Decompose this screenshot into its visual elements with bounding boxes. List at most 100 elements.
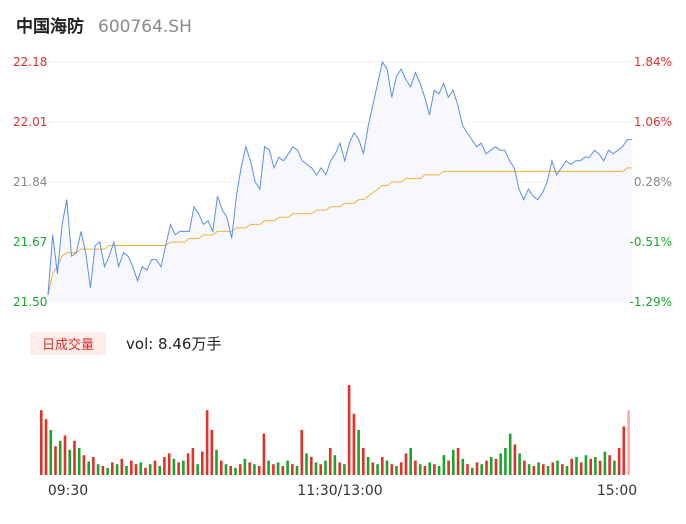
volume-bar: [371, 462, 375, 475]
volume-bar: [153, 460, 157, 475]
volume-bar: [575, 457, 578, 475]
volume-bar: [49, 430, 53, 475]
volume-bar: [319, 464, 322, 475]
volume-bar: [54, 446, 57, 475]
volume-bar: [40, 410, 43, 475]
volume-bar: [395, 466, 398, 475]
volume-bar: [456, 448, 460, 475]
volume-bar: [613, 460, 616, 475]
volume-bar: [404, 453, 408, 475]
x-axis: 09:30 11:30/13:00 15:00: [48, 483, 637, 499]
volume-header: 日成交量 vol: 8.46万手: [30, 332, 221, 355]
volume-bar: [276, 462, 280, 475]
volume-bar: [527, 464, 531, 475]
volume-bar: [257, 466, 261, 475]
volume-bar: [551, 462, 555, 475]
volume-bar: [229, 466, 232, 475]
average-price-line: [47, 167, 632, 296]
volume-bar: [537, 462, 540, 475]
volume-bar: [518, 453, 521, 475]
volume-bar: [570, 458, 573, 475]
volume-bar: [385, 460, 389, 475]
stock-header: 中国海防 600764.SH: [16, 12, 192, 40]
volume-bar: [324, 460, 327, 475]
volume-bar: [494, 458, 498, 475]
volume-bar: [191, 448, 195, 475]
volume-bar: [243, 458, 247, 475]
volume-bar: [485, 460, 488, 475]
y-tick-right: 0.28%: [634, 175, 672, 189]
volume-bar: [111, 462, 114, 475]
volume-bar: [96, 464, 100, 475]
volume-bar: [234, 467, 237, 475]
volume-bar: [357, 430, 360, 475]
volume-bar: [201, 451, 204, 475]
y-tick-left: 21.67: [13, 235, 47, 249]
volume-bar: [63, 435, 67, 475]
volume-bar: [333, 455, 337, 475]
volume-bar: [347, 385, 351, 475]
volume-bar: [508, 433, 512, 475]
volume-bar: [267, 460, 270, 475]
volume-bar: [409, 448, 412, 475]
y-tick-left: 21.84: [13, 175, 47, 189]
volume-bar: [262, 433, 266, 475]
volume-bar: [286, 460, 289, 475]
volume-bar: [437, 466, 441, 475]
volume-bar: [177, 462, 180, 475]
y-tick-right: 1.84%: [634, 55, 672, 69]
volume-bar: [328, 448, 332, 475]
volume-bar: [598, 460, 602, 475]
y-tick-right: 1.06%: [634, 115, 672, 129]
volume-bar: [433, 464, 436, 475]
volume-bar: [362, 448, 365, 475]
volume-bar: [134, 464, 138, 475]
volume-bar: [253, 464, 256, 475]
volume-bar: [68, 449, 71, 475]
volume-bar: [44, 419, 48, 475]
volume-bar: [210, 430, 214, 475]
price-line: [47, 60, 632, 295]
volume-bar: [92, 457, 95, 475]
volume-bar: [579, 462, 583, 475]
right-y-axis: 1.84% 1.06% 0.28% -0.51% -1.29%: [630, 55, 672, 309]
volume-bar: [314, 462, 318, 475]
volume-bar: [163, 457, 166, 475]
volume-bar: [584, 455, 588, 475]
volume-bar: [77, 448, 81, 475]
volume-bar: [504, 448, 507, 475]
volume-value: vol: 8.46万手: [126, 335, 222, 353]
volume-bar: [466, 464, 469, 475]
volume-bar: [428, 462, 431, 475]
volume-bar: [139, 462, 143, 475]
volume-tab[interactable]: 日成交量: [30, 332, 107, 355]
volume-bar: [471, 467, 474, 475]
volume-bar: [603, 451, 607, 475]
volume-bar: [414, 460, 417, 475]
volume-bar: [447, 460, 450, 475]
volume-bar: [101, 466, 105, 475]
volume-bar: [532, 466, 536, 475]
volume-bar: [352, 413, 356, 475]
volume-bar: [617, 448, 621, 475]
stock-code: 600764.SH: [98, 17, 192, 37]
volume-bar: [172, 458, 176, 475]
volume-bar: [556, 460, 559, 475]
volume-bar: [366, 457, 370, 475]
volume-bar: [513, 444, 517, 475]
volume-bar: [120, 458, 124, 475]
volume-bar: [291, 464, 294, 475]
volume-bar: [480, 464, 483, 475]
volume-bar: [499, 453, 502, 475]
volume-bar: [73, 440, 76, 475]
left-y-axis: 22.18 22.01 21.84 21.67 21.50: [13, 55, 47, 309]
volume-bar: [523, 460, 526, 475]
volume-bar: [182, 460, 185, 475]
volume-bar: [205, 410, 209, 475]
volume-bar: [272, 464, 275, 475]
price-area: [48, 62, 632, 302]
volume-bar: [148, 464, 152, 475]
volume-bar: [106, 467, 109, 475]
volume-bar: [295, 466, 299, 475]
volume-bar: [224, 464, 228, 475]
